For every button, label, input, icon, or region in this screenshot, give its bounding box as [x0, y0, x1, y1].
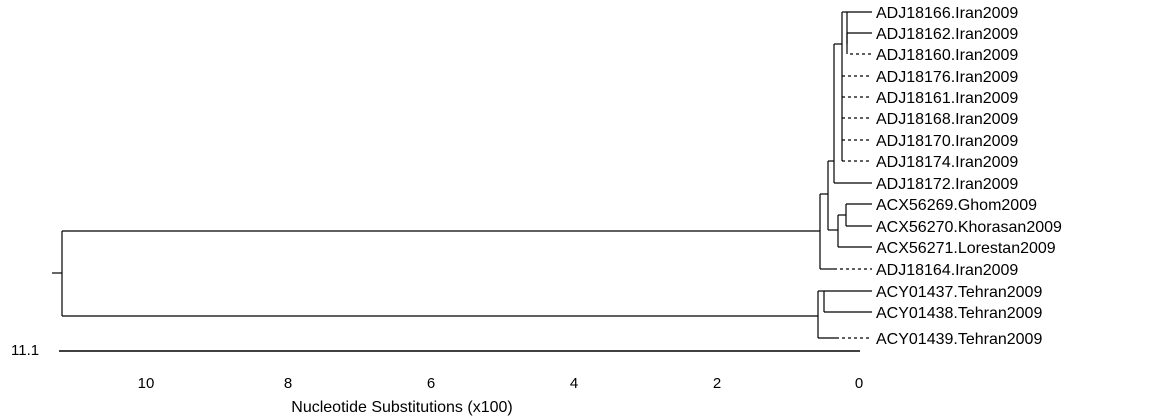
leaf-label: ADJ18164.Iran2009: [876, 262, 1018, 279]
leaf-label: ADJ18170.Iran2009: [876, 133, 1018, 150]
leaf-label: ACX56269.Ghom2009: [876, 197, 1037, 214]
leaf-label: ADJ18174.Iran2009: [876, 154, 1018, 171]
scale-bar-label: 11.1: [11, 342, 39, 359]
axis-tick-label: 10: [138, 375, 155, 392]
axis-tick-label: 6: [427, 375, 435, 392]
leaf-label: ADJ18161.Iran2009: [876, 90, 1018, 107]
leaf-label: ADJ18172.Iran2009: [876, 176, 1018, 193]
leaf-label: ACY01439.Tehran2009: [876, 331, 1042, 348]
leaf-label: ACY01438.Tehran2009: [876, 305, 1042, 322]
polytomy-dashes: [842, 75, 872, 162]
scale-axis: 11.1 10 8 6 4 2 0 Nucleotide Substitutio…: [11, 342, 863, 416]
axis-tick-label: 0: [855, 375, 863, 392]
axis-tick-label: 2: [713, 375, 721, 392]
leaf-label: ACX56271.Lorestan2009: [876, 240, 1056, 257]
leaf-label: ADJ18168.Iran2009: [876, 111, 1018, 128]
leaf-label: ACY01437.Tehran2009: [876, 284, 1042, 301]
leaf-label: ADJ18162.Iran2009: [876, 26, 1018, 43]
leaf-label: ADJ18160.Iran2009: [876, 47, 1018, 64]
leaf-label: ADJ18176.Iran2009: [876, 69, 1018, 86]
leaf-labels: ADJ18166.Iran2009 ADJ18162.Iran2009 ADJ1…: [876, 5, 1062, 348]
axis-title: Nucleotide Substitutions (x100): [291, 399, 512, 416]
tree-branches: [52, 11, 872, 339]
leaf-label: ACX56270.Khorasan2009: [876, 219, 1062, 236]
axis-tick-label: 8: [284, 375, 292, 392]
axis-tick-label: 4: [570, 375, 578, 392]
leaf-label: ADJ18166.Iran2009: [876, 5, 1018, 22]
